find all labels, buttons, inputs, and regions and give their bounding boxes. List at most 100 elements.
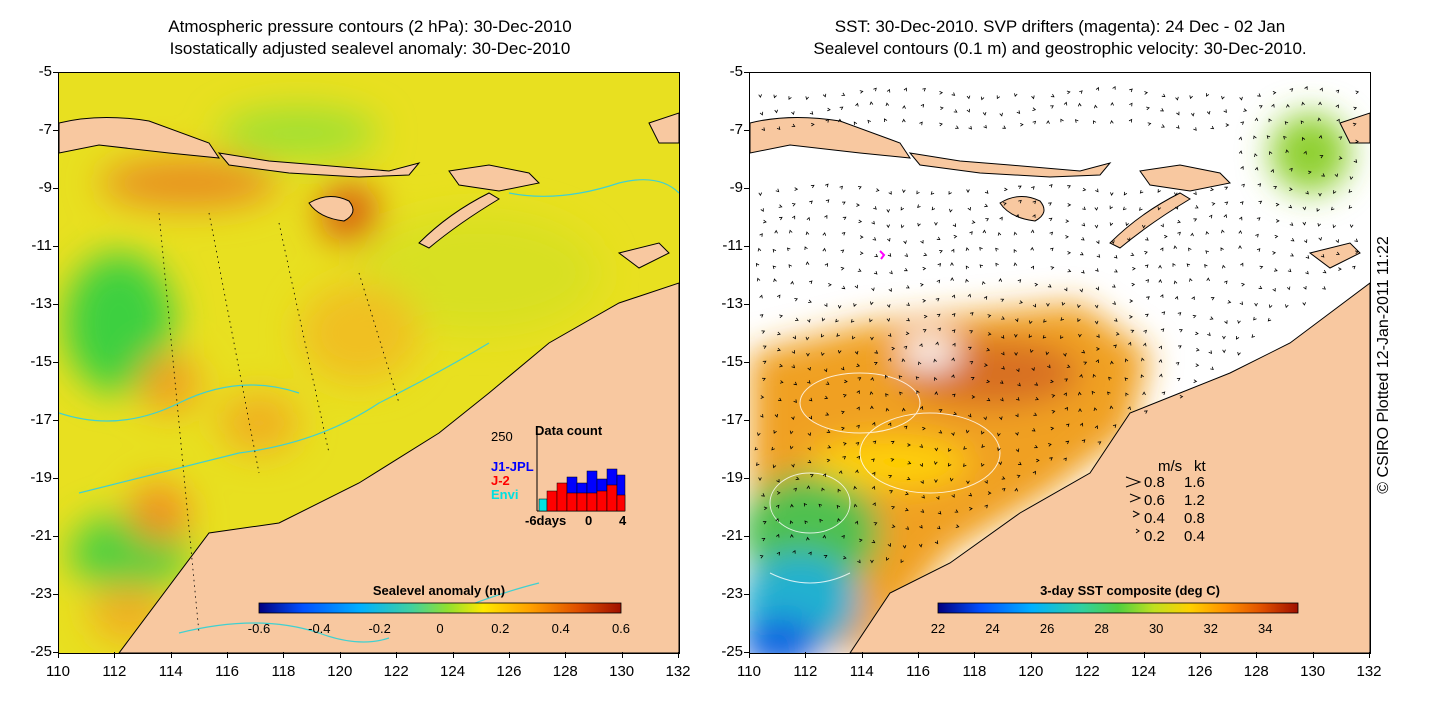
velocity-arrow bbox=[874, 362, 878, 366]
inset-bars bbox=[538, 468, 626, 512]
velocity-arrow bbox=[1063, 457, 1067, 462]
velocity-arrow bbox=[793, 487, 797, 492]
velocity-arrow bbox=[987, 314, 992, 318]
velocity-arrow bbox=[951, 329, 956, 334]
velocity-arrow bbox=[953, 234, 958, 239]
velocity-key-kt-header: kt bbox=[1194, 458, 1207, 475]
sst-colorbar-ramp bbox=[937, 602, 1299, 614]
velocity-arrow bbox=[1050, 426, 1055, 431]
velocity-arrow bbox=[1094, 104, 1098, 109]
velocity-arrow bbox=[936, 236, 941, 240]
velocity-arrow bbox=[1034, 282, 1039, 287]
velocity-arrow bbox=[872, 471, 876, 476]
velocity-arrow bbox=[995, 247, 999, 252]
velocity-arrow bbox=[1353, 106, 1358, 111]
velocity-arrow bbox=[1223, 109, 1227, 113]
velocity-arrow bbox=[936, 525, 941, 530]
left-x-tick-mark bbox=[396, 652, 398, 658]
velocity-arrow bbox=[980, 96, 985, 101]
velocity-key-row2-kt: 1.2 bbox=[1184, 492, 1205, 509]
right-x-tick-label: 132 bbox=[1356, 663, 1382, 680]
velocity-arrow bbox=[762, 377, 766, 382]
velocity-arrow bbox=[1016, 368, 1020, 373]
velocity-arrow bbox=[789, 430, 794, 435]
velocity-arrow bbox=[965, 278, 969, 283]
velocity-arrow bbox=[1065, 423, 1070, 428]
velocity-arrow bbox=[967, 293, 971, 298]
velocity-arrow bbox=[1307, 170, 1312, 175]
velocity-arrow bbox=[919, 463, 923, 467]
left-y-tick-mark bbox=[53, 304, 58, 305]
velocity-arrow bbox=[836, 504, 841, 509]
velocity-arrow bbox=[1322, 286, 1326, 290]
velocity-arrow bbox=[919, 524, 923, 529]
velocity-arrow bbox=[871, 458, 875, 462]
velocity-arrow bbox=[986, 379, 991, 384]
velocity-arrow bbox=[1177, 219, 1181, 224]
velocity-arrow bbox=[1112, 85, 1116, 90]
velocity-arrow bbox=[820, 333, 825, 338]
velocity-arrow bbox=[1030, 265, 1035, 270]
velocity-arrow bbox=[997, 432, 1001, 437]
velocity-arrow bbox=[949, 208, 953, 213]
velocity-arrow bbox=[951, 374, 955, 378]
right-x-tick-label: 120 bbox=[1018, 663, 1044, 680]
velocity-arrow bbox=[1174, 295, 1179, 300]
velocity-arrow bbox=[1269, 151, 1273, 155]
velocity-arrow bbox=[985, 218, 990, 222]
velocity-arrow bbox=[792, 549, 796, 554]
velocity-arrow bbox=[951, 294, 956, 299]
ssh-anomaly-blobs bbox=[64, 108, 599, 643]
velocity-arrow bbox=[901, 358, 906, 363]
left-x-tick-mark bbox=[170, 652, 172, 658]
velocity-arrow bbox=[1065, 440, 1070, 445]
velocity-arrow bbox=[818, 503, 823, 508]
velocity-arrow bbox=[1067, 251, 1072, 255]
velocity-arrow bbox=[858, 538, 863, 543]
velocity-arrow bbox=[1144, 264, 1149, 269]
right-y-tick-label: -17 bbox=[721, 411, 743, 428]
velocity-arrow bbox=[1241, 183, 1245, 188]
velocity-arrow bbox=[965, 429, 970, 434]
velocity-arrow bbox=[853, 485, 857, 490]
velocity-arrow bbox=[870, 405, 874, 410]
velocity-arrow bbox=[968, 125, 973, 130]
legend-envi: Envi bbox=[491, 487, 518, 502]
velocity-arrow bbox=[772, 464, 777, 469]
right-x-tick-mark bbox=[805, 652, 807, 658]
right-y-tick-label: -23 bbox=[721, 585, 743, 602]
velocity-arrow bbox=[1335, 104, 1339, 109]
right-title-line2: Sealevel contours (0.1 m) and geostrophi… bbox=[813, 39, 1307, 58]
velocity-arrow bbox=[1147, 122, 1152, 126]
velocity-arrow bbox=[1355, 90, 1360, 95]
velocity-arrow bbox=[970, 376, 975, 381]
velocity-arrow bbox=[1336, 118, 1340, 123]
velocity-arrow bbox=[1139, 207, 1143, 211]
velocity-arrow bbox=[1195, 363, 1200, 367]
right-x-tick-label: 126 bbox=[1187, 663, 1213, 680]
sealevel-colorbar-tick: 0 bbox=[436, 621, 443, 636]
velocity-arrow bbox=[1289, 167, 1293, 172]
right-y-tick-mark bbox=[744, 536, 749, 537]
sealevel-colorbar-ramp bbox=[258, 602, 622, 614]
velocity-arrow bbox=[841, 285, 846, 290]
velocity-arrow bbox=[1176, 125, 1180, 129]
velocity-arrow bbox=[759, 294, 763, 299]
velocity-arrow bbox=[1210, 187, 1215, 192]
velocity-arrow bbox=[870, 376, 874, 381]
velocity-arrow bbox=[966, 108, 970, 113]
velocity-arrow bbox=[1051, 394, 1056, 398]
velocity-arrow bbox=[889, 270, 893, 275]
velocity-arrow bbox=[891, 524, 896, 528]
velocity-arrow bbox=[1060, 317, 1065, 321]
velocity-arrow bbox=[1014, 334, 1018, 338]
velocity-arrow bbox=[951, 313, 956, 317]
left-y-tick-mark bbox=[53, 246, 58, 247]
velocity-arrow bbox=[1015, 214, 1019, 218]
left-y-tick-label: -21 bbox=[30, 527, 52, 544]
velocity-arrow bbox=[1014, 93, 1018, 98]
velocity-arrow bbox=[1017, 382, 1021, 387]
velocity-arrow bbox=[771, 446, 775, 451]
velocity-arrow bbox=[856, 424, 860, 429]
velocity-arrow bbox=[795, 317, 799, 321]
